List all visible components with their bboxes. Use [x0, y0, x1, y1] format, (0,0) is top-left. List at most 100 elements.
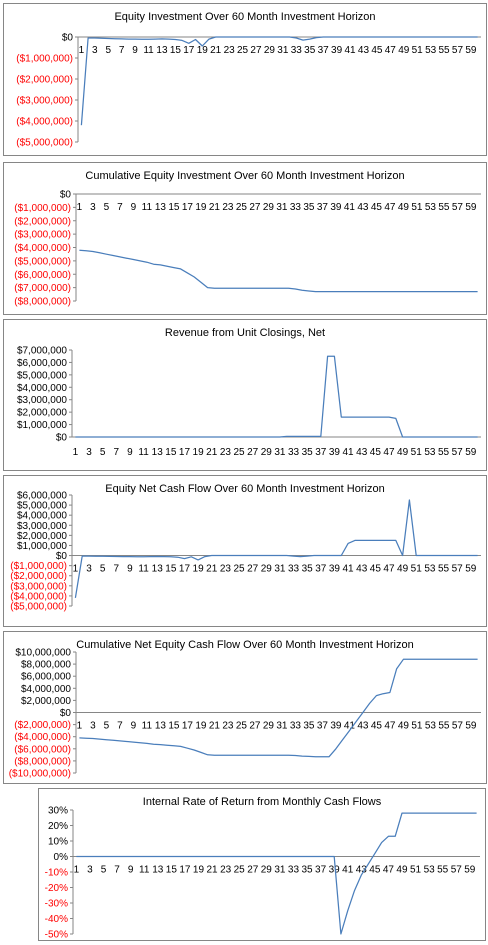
y-tick-label: ($4,000,000) — [14, 732, 71, 743]
x-tick-label: 19 — [193, 564, 205, 575]
x-tick-label: 7 — [114, 447, 120, 458]
x-tick-label: 59 — [465, 447, 477, 458]
x-tick-label: 5 — [105, 45, 111, 56]
x-tick-label: 55 — [438, 564, 450, 575]
y-tick-label: $0 — [62, 33, 74, 44]
series-line — [79, 658, 478, 758]
y-tick-label: $6,000,000 — [17, 491, 67, 502]
x-tick-label: 1 — [77, 202, 83, 213]
x-tick-label: 43 — [357, 202, 369, 213]
y-tick-label: -20% — [45, 883, 68, 894]
x-tick-label: 47 — [384, 721, 396, 732]
y-tick-label: ($8,000,000) — [14, 756, 71, 767]
x-tick-label: 39 — [329, 447, 341, 458]
x-tick-label: 31 — [277, 45, 289, 56]
x-tick-label: 41 — [343, 564, 355, 575]
x-tick-label: 53 — [424, 865, 436, 876]
x-tick-label: 17 — [183, 45, 195, 56]
y-tick-label: ($2,000,000) — [14, 216, 71, 227]
y-tick-label: $0 — [60, 708, 72, 719]
x-tick-label: 15 — [170, 45, 182, 56]
x-tick-label: 9 — [132, 45, 138, 56]
x-tick-label: 43 — [356, 865, 368, 876]
x-tick-label: 3 — [90, 721, 96, 732]
chart-title: Equity Investment Over 60 Month Investme… — [114, 11, 376, 23]
x-tick-label: 23 — [222, 721, 234, 732]
x-tick-label: 19 — [195, 721, 207, 732]
x-tick-label: 19 — [193, 865, 205, 876]
chart-equity-investment: Equity Investment Over 60 Month Investme… — [3, 3, 487, 156]
x-tick-label: 31 — [276, 721, 288, 732]
x-tick-label: 43 — [358, 45, 370, 56]
x-tick-label: 33 — [288, 447, 300, 458]
x-tick-label: 27 — [247, 447, 259, 458]
x-tick-label: 25 — [233, 447, 245, 458]
x-tick-label: 41 — [343, 447, 355, 458]
y-tick-label: $7,000,000 — [17, 346, 67, 357]
x-tick-label: 35 — [302, 447, 314, 458]
chart-plot: $10,000,000$8,000,000$6,000,000$4,000,00… — [9, 648, 481, 780]
x-tick-label: 49 — [397, 447, 409, 458]
x-tick-label: 13 — [155, 202, 167, 213]
x-tick-label: 13 — [152, 447, 164, 458]
y-tick-label: $3,000,000 — [17, 395, 67, 406]
x-tick-label: 11 — [138, 564, 149, 575]
x-tick-label: 3 — [86, 447, 92, 458]
x-tick-label: 33 — [288, 865, 300, 876]
x-tick-label: 49 — [396, 865, 408, 876]
x-tick-label: 33 — [290, 721, 302, 732]
y-tick-label: $2,000,000 — [21, 696, 71, 707]
y-tick-label: ($2,000,000) — [10, 571, 67, 582]
x-tick-label: 37 — [315, 447, 327, 458]
x-tick-label: 11 — [138, 447, 149, 458]
x-tick-label: 11 — [139, 865, 150, 876]
x-tick-label: 11 — [142, 202, 153, 213]
x-tick-label: 59 — [464, 865, 476, 876]
chart-plot: $0 ($1,000,000) ($2,000,000) ($3,000,000) ($… — [14, 190, 481, 308]
x-tick-label: 27 — [249, 721, 261, 732]
x-tick-label: 31 — [274, 865, 286, 876]
y-tick-label: ($4,000,000) — [16, 117, 73, 128]
x-tick-label: 51 — [411, 447, 423, 458]
x-tick-label: 57 — [452, 45, 464, 56]
y-tick-label: 10% — [48, 837, 68, 848]
x-tick-label: 35 — [301, 865, 313, 876]
x-tick-label: 59 — [465, 45, 477, 56]
y-tick-label: $4,000,000 — [17, 511, 67, 522]
x-tick-label: 9 — [127, 564, 133, 575]
y-tick-label: ($5,000,000) — [14, 256, 71, 267]
x-tick-label: 21 — [206, 447, 218, 458]
x-tick-label: 35 — [303, 202, 315, 213]
y-tick-label: ($2,000,000) — [16, 75, 73, 86]
x-tick-label: 43 — [356, 564, 368, 575]
x-tick-label: 9 — [131, 721, 137, 732]
x-tick-label: 39 — [330, 721, 342, 732]
y-tick-label: ($5,000,000) — [16, 138, 73, 149]
x-tick-label: 41 — [344, 721, 356, 732]
x-tick-label: 7 — [117, 202, 123, 213]
x-tick-label: 21 — [206, 865, 218, 876]
x-tick-label: 51 — [411, 202, 423, 213]
x-tick-label: 1 — [79, 45, 85, 56]
x-tick-label: 55 — [438, 447, 450, 458]
x-tick-label: 39 — [329, 564, 341, 575]
x-tick-label: 17 — [179, 447, 191, 458]
x-tick-label: 7 — [114, 865, 120, 876]
y-tick-label: ($5,000,000) — [10, 602, 67, 613]
chart-plot: $0 ($1,000,000) ($2,000,000) ($3,000,000) ($… — [16, 33, 481, 149]
x-tick-label: 33 — [290, 202, 302, 213]
x-tick-label: 51 — [412, 45, 424, 56]
x-tick-label: 3 — [90, 202, 96, 213]
x-tick-label: 55 — [437, 865, 449, 876]
x-tick-label: 55 — [438, 202, 450, 213]
x-tick-label: 7 — [117, 721, 123, 732]
x-tick-label: 39 — [329, 865, 341, 876]
x-tick-label: 49 — [398, 45, 410, 56]
x-tick-label: 37 — [315, 564, 327, 575]
x-tick-label: 47 — [383, 447, 395, 458]
y-tick-label: $4,000,000 — [21, 684, 71, 695]
x-tick-label: 31 — [274, 564, 286, 575]
x-tick-label: 25 — [237, 45, 249, 56]
x-tick-label: 25 — [236, 202, 248, 213]
x-tick-label: 49 — [397, 564, 409, 575]
